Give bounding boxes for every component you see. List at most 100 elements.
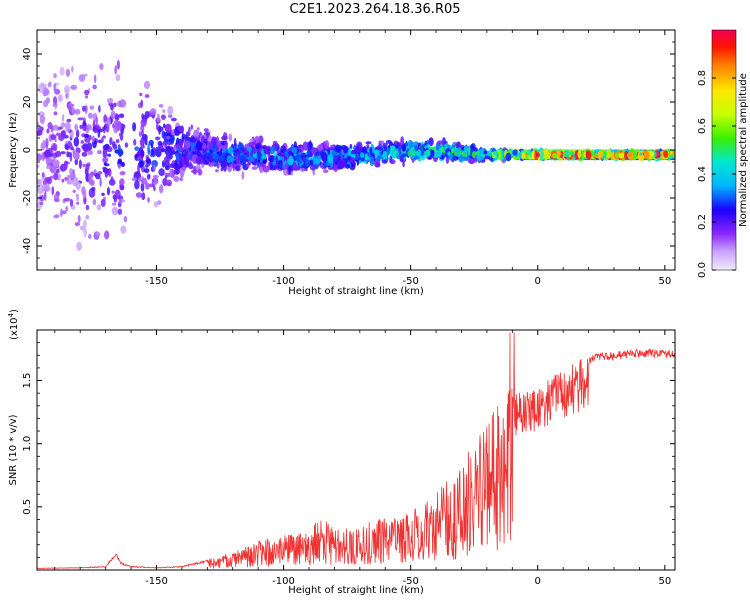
heatmap-cell (135, 172, 142, 179)
heatmap-cell (118, 113, 124, 118)
heatmap-cell (228, 133, 233, 142)
heatmap-cell (148, 139, 154, 146)
heatmap-cell (505, 152, 512, 162)
heatmap-cell (314, 155, 322, 165)
heatmap-cell (156, 122, 159, 131)
heatmap-cell (102, 144, 110, 151)
heatmap-cell (193, 129, 200, 138)
heatmap-cell (190, 124, 194, 130)
heatmap-cell (581, 151, 584, 161)
heatmap-cell (37, 164, 40, 168)
heatmap-cell (63, 197, 71, 202)
heatmap-cell (83, 227, 87, 238)
heatmap-cell (79, 225, 85, 231)
heatmap-cell (302, 141, 309, 151)
heatmap-cell (118, 133, 122, 137)
heatmap-cell (55, 132, 61, 137)
heatmap-cell (305, 158, 310, 167)
heatmap-cell (445, 155, 450, 164)
heatmap-cell (98, 104, 101, 113)
heatmap-cell (108, 179, 116, 186)
heatmap-cell (160, 114, 166, 120)
heatmap-cell (102, 166, 107, 171)
heatmap-cell (447, 144, 451, 149)
heatmap-cell (61, 113, 65, 122)
heatmap-cell (577, 150, 582, 159)
heatmap-cell (512, 149, 518, 156)
heatmap-cell (77, 214, 81, 223)
heatmap-cell (147, 196, 150, 203)
heatmap-cell (74, 222, 81, 227)
heatmap-cell (248, 156, 255, 161)
heatmap-cell (66, 151, 69, 158)
heatmap-cell (402, 160, 405, 168)
x-tick-label: 50 (658, 276, 671, 287)
heatmap-cell (175, 152, 180, 162)
heatmap-cell (132, 122, 137, 132)
heatmap-cell (369, 156, 375, 167)
heatmap-cell (618, 153, 625, 159)
heatmap-cell (565, 151, 569, 156)
heatmap-cell (604, 151, 607, 157)
heatmap-cell (119, 171, 126, 176)
heatmap-cell (488, 152, 493, 157)
heatmap-cell (483, 150, 487, 155)
heatmap-cell (197, 168, 203, 176)
heatmap-cell (540, 151, 545, 162)
heatmap-cell (88, 112, 93, 119)
heatmap-cell (190, 137, 195, 143)
heatmap-cell (147, 173, 151, 180)
heatmap-cell (473, 147, 478, 152)
heatmap-cell (114, 65, 117, 75)
heatmap-cell (133, 139, 137, 146)
heatmap-cell (221, 145, 227, 150)
heatmap-cell (277, 159, 283, 169)
heatmap-cell (116, 101, 121, 107)
heatmap-cell (82, 163, 86, 167)
heatmap-cell (431, 146, 436, 151)
heatmap-cell (447, 151, 451, 156)
heatmap-cell (156, 113, 160, 123)
heatmap-cell (124, 142, 129, 148)
heatmap-cell (203, 152, 211, 159)
heatmap-cell (610, 151, 615, 159)
heatmap-cell (37, 153, 42, 162)
heatmap-cell (86, 124, 92, 131)
heatmap-cell (141, 177, 148, 185)
heatmap-cell (196, 140, 203, 151)
heatmap-cell (424, 140, 428, 147)
heatmap-cell (64, 176, 68, 181)
heatmap-cell (103, 114, 108, 122)
x-tick-label: 0 (535, 576, 541, 587)
colorbar-ticks: 0.0 0.2 0.4 0.6 0.8 (697, 70, 736, 278)
heatmap-cell (46, 128, 50, 134)
heatmap-cell (81, 186, 86, 195)
heatmap-cell (624, 150, 629, 161)
heatmap-cell (317, 144, 324, 151)
heatmap-cell (396, 141, 400, 146)
heatmap-cell (365, 141, 372, 145)
heatmap-cell (330, 150, 337, 156)
heatmap-cell (113, 143, 118, 150)
heatmap-cell (117, 158, 123, 166)
heatmap-cell (468, 158, 475, 165)
heatmap-cell (167, 114, 173, 118)
heatmap-cell (42, 180, 47, 186)
heatmap-cell (102, 126, 106, 130)
heatmap-cell (201, 145, 207, 149)
heatmap-cell (226, 155, 233, 164)
heatmap-cell (45, 141, 49, 150)
heatmap-cell (345, 164, 351, 169)
heatmap-cell (196, 127, 200, 131)
chart-title: C2E1.2023.264.18.36.R05 (289, 2, 461, 17)
heatmap-cell (141, 192, 146, 201)
heatmap-cell (653, 151, 657, 157)
heatmap-cell (60, 151, 66, 155)
heatmap-cell (401, 144, 407, 152)
heatmap-cell (414, 144, 418, 152)
heatmap-cell (428, 137, 434, 147)
heatmap-cell (173, 176, 180, 182)
snr-frame (36, 329, 676, 571)
heatmap-cell (83, 144, 89, 153)
